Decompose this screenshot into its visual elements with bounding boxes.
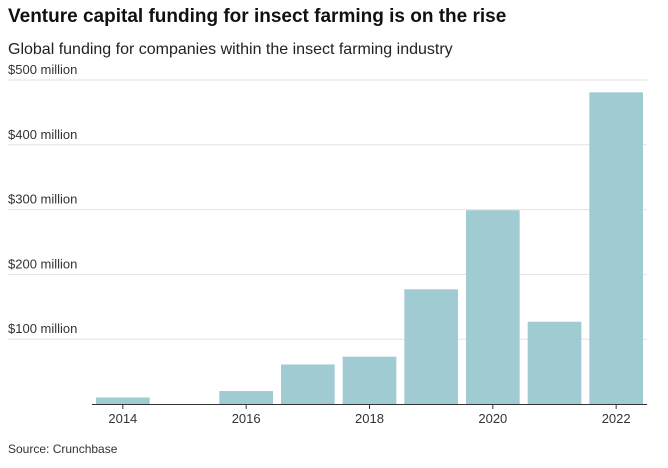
- x-tick-label: 2016: [232, 411, 261, 426]
- x-tick-label: 2018: [355, 411, 384, 426]
- gridlines: [8, 79, 647, 340]
- x-tick-label: 2020: [478, 411, 507, 426]
- y-tick-label: $400 million: [8, 127, 77, 142]
- x-tick-labels: 2014 2016 2018 2020 2022: [108, 404, 631, 426]
- y-tick-label: $300 million: [8, 192, 77, 207]
- chart-subtitle: Global funding for companies within the …: [8, 41, 453, 58]
- y-tick-label: $500 million: [8, 62, 77, 77]
- x-tick-label: 2022: [602, 411, 631, 426]
- y-tick-labels: $100 million $200 million $300 million $400…: [8, 62, 77, 336]
- source-note: Source: Crunchbase: [8, 442, 118, 456]
- y-tick-label: $100 million: [8, 321, 77, 336]
- y-tick-label: $200 million: [8, 256, 77, 271]
- bar-2018: [342, 356, 397, 404]
- bar-2017: [281, 364, 335, 404]
- bar-2016: [219, 391, 273, 404]
- chart-title: Venture capital funding for insect farmi…: [8, 6, 507, 27]
- x-tick-label: 2014: [108, 411, 137, 426]
- bars: [96, 92, 643, 404]
- bar-2020: [466, 210, 520, 404]
- bar-2021: [527, 321, 582, 404]
- bar-2019: [404, 289, 458, 404]
- bar-2014: [96, 397, 150, 404]
- bar-2022: [589, 92, 643, 404]
